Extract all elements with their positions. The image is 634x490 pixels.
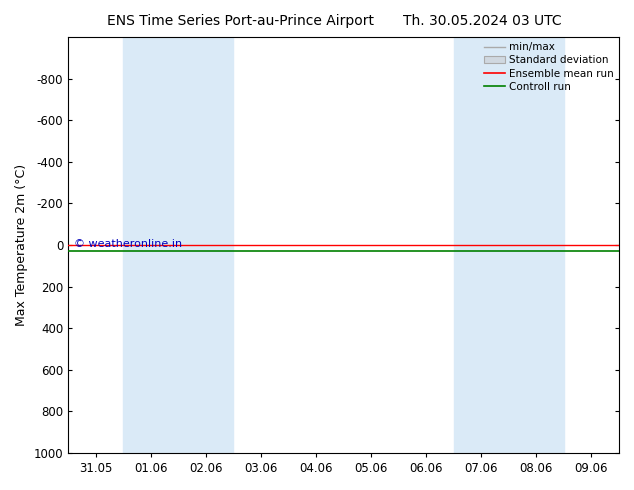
- Y-axis label: Max Temperature 2m (°C): Max Temperature 2m (°C): [15, 164, 28, 326]
- Text: Th. 30.05.2024 03 UTC: Th. 30.05.2024 03 UTC: [403, 14, 561, 28]
- Bar: [454, 37, 564, 453]
- Text: ENS Time Series Port-au-Prince Airport: ENS Time Series Port-au-Prince Airport: [107, 14, 375, 28]
- Bar: [123, 37, 233, 453]
- Text: © weatheronline.in: © weatheronline.in: [74, 239, 182, 249]
- Legend: min/max, Standard deviation, Ensemble mean run, Controll run: min/max, Standard deviation, Ensemble me…: [484, 42, 614, 92]
